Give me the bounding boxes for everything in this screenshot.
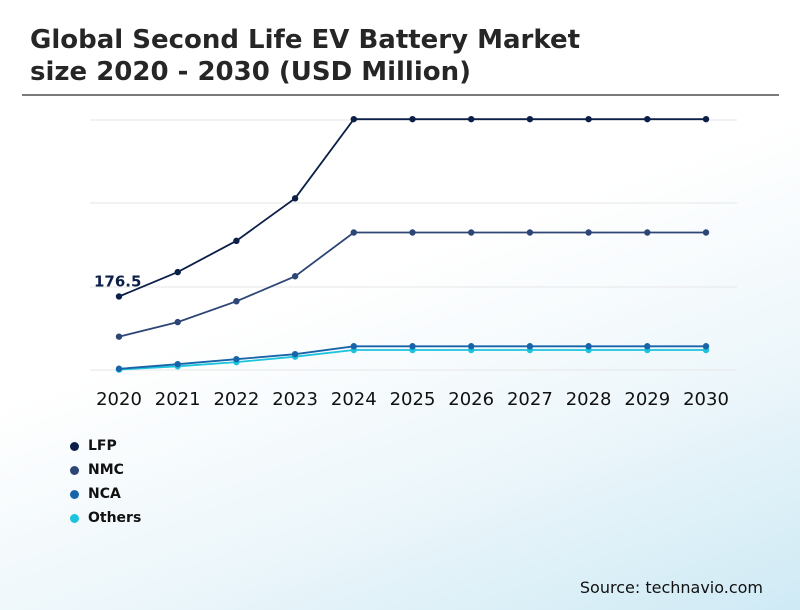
point-nca-2022 xyxy=(233,355,240,363)
legend-label-nmc: NMC xyxy=(88,462,124,478)
source-note: Source: technavio.com xyxy=(579,578,763,597)
x-tick-label-2021: 2021 xyxy=(155,389,201,410)
legend-marker-nmc xyxy=(70,465,79,475)
chart-title: Global Second Life EV Battery Market siz… xyxy=(30,24,750,88)
data-label-0: 176.5 xyxy=(94,272,141,290)
point-lfp-2022 xyxy=(233,237,240,245)
chart-legend: LFP NMC NCA Others xyxy=(70,434,141,530)
point-lfp-2021 xyxy=(174,268,181,276)
title-divider xyxy=(22,94,779,96)
chart-title-line-2: size 2020 - 2030 (USD Million) xyxy=(30,57,472,87)
legend-marker-others xyxy=(70,513,79,523)
point-nmc-2029 xyxy=(644,229,651,236)
legend-label-others: Others xyxy=(88,510,142,526)
x-tick-label-2022: 2022 xyxy=(213,389,259,410)
chart-title-line-1: Global Second Life EV Battery Market xyxy=(30,25,581,55)
point-lfp-2025 xyxy=(409,115,416,123)
point-lfp-2030 xyxy=(702,115,710,123)
point-nca-2021 xyxy=(174,360,181,368)
x-tick-label-2020: 2020 xyxy=(96,389,142,410)
point-nca-2025 xyxy=(409,343,416,350)
point-nca-2024 xyxy=(350,343,357,350)
legend-item-others: Others xyxy=(70,506,141,530)
point-lfp-2027 xyxy=(526,115,534,123)
point-nmc-2024 xyxy=(350,229,357,236)
x-tick-label-2030: 2030 xyxy=(683,389,729,410)
point-lfp-2026 xyxy=(468,115,475,123)
x-tick-label-2024: 2024 xyxy=(331,389,377,410)
point-nmc-2023 xyxy=(291,273,299,280)
x-tick-label-2026: 2026 xyxy=(448,389,494,410)
series-line-nmc xyxy=(118,231,706,338)
legend-marker-nca xyxy=(70,489,79,499)
point-nmc-2020 xyxy=(115,333,123,340)
x-tick-label-2029: 2029 xyxy=(624,389,670,410)
x-tick-label-2028: 2028 xyxy=(566,389,612,410)
point-nca-2027 xyxy=(526,343,534,350)
point-nmc-2028 xyxy=(585,229,592,236)
legend-label-lfp: LFP xyxy=(88,438,117,454)
point-lfp-2020 xyxy=(115,293,123,300)
point-nca-2030 xyxy=(702,343,710,350)
point-nmc-2025 xyxy=(409,229,416,236)
point-nmc-2026 xyxy=(468,229,475,236)
point-lfp-2024 xyxy=(350,115,357,123)
legend-item-nca: NCA xyxy=(70,482,141,506)
x-tick-label-2025: 2025 xyxy=(390,389,436,410)
legend-item-nmc: NMC xyxy=(70,458,141,482)
point-nca-2028 xyxy=(585,343,592,350)
x-tick-label-2027: 2027 xyxy=(507,389,553,410)
point-nca-2026 xyxy=(468,343,475,350)
series-line-lfp xyxy=(118,118,706,298)
point-nmc-2027 xyxy=(526,229,534,236)
x-tick-label-2023: 2023 xyxy=(272,389,318,410)
legend-marker-lfp xyxy=(70,441,79,451)
point-lfp-2028 xyxy=(585,115,592,123)
legend-label-nca: NCA xyxy=(88,486,121,502)
point-lfp-2029 xyxy=(644,115,651,123)
point-nmc-2021 xyxy=(174,318,181,326)
point-nca-2029 xyxy=(644,343,651,350)
point-lfp-2023 xyxy=(291,195,299,202)
point-nca-2020 xyxy=(115,365,123,372)
point-nca-2023 xyxy=(291,350,299,358)
point-nmc-2030 xyxy=(702,229,710,236)
point-nmc-2022 xyxy=(233,298,240,305)
legend-item-lfp: LFP xyxy=(70,434,141,458)
